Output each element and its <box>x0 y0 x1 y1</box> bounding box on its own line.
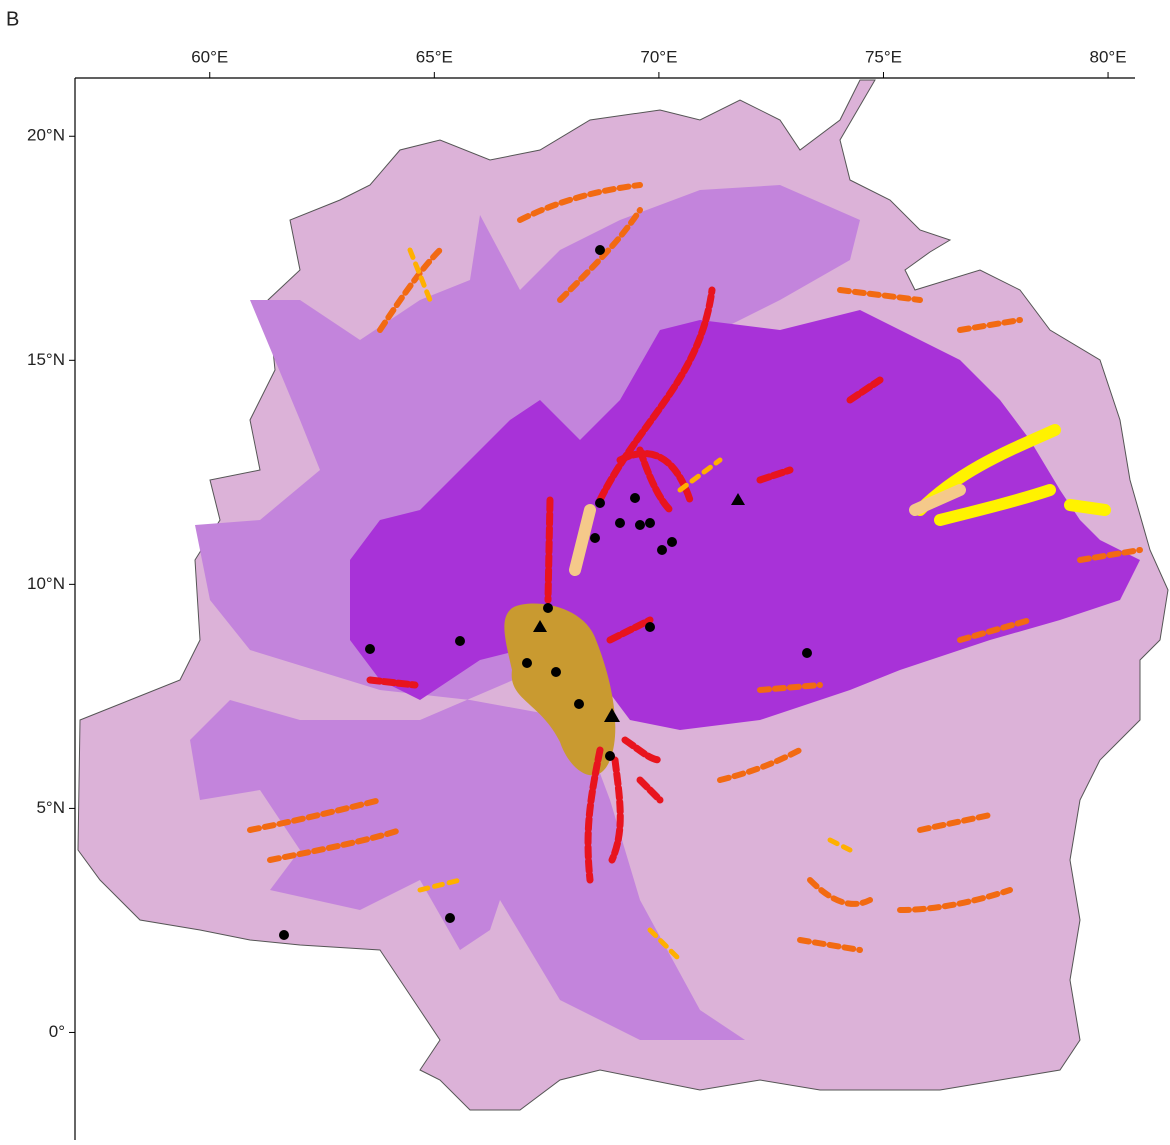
y-tick-label: 15°N <box>27 350 65 369</box>
x-tick-label: 65°E <box>416 47 453 66</box>
y-tick-label: 0° <box>49 1022 65 1041</box>
map-figure: B <box>0 0 1170 1145</box>
y-tick-label: 10°N <box>27 574 65 593</box>
x-tick-label: 60°E <box>191 47 228 66</box>
x-tick-label: 80°E <box>1090 47 1127 66</box>
x-tick-label: 70°E <box>640 47 677 66</box>
geologic-map <box>78 80 1168 1110</box>
y-tick-label: 5°N <box>36 798 65 817</box>
y-tick-label: 20°N <box>27 126 65 145</box>
x-tick-label: 75°E <box>865 47 902 66</box>
panel-label: B <box>6 8 19 30</box>
